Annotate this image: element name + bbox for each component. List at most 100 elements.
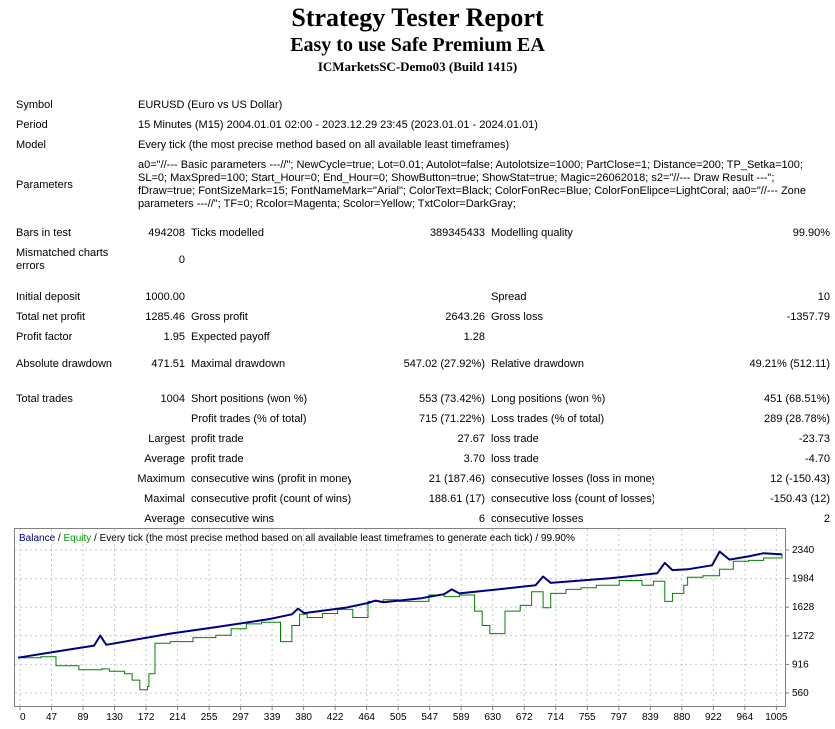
x-tick-label: 422 [327, 712, 344, 723]
maxloss-value: -150.43 (12) [770, 493, 831, 505]
grossloss-value: -1357.79 [786, 311, 831, 323]
average-profit-value: 3.70 [463, 453, 485, 465]
ticks-value: 389345433 [429, 227, 485, 239]
x-tick-label: 672 [516, 712, 533, 723]
avgcons-label: Average [144, 513, 185, 525]
quality-value: 99.90% [792, 227, 831, 239]
largest-loss-label: loss trade [491, 433, 539, 445]
largest-profit-label: profit trade [191, 433, 244, 445]
y-tick-label: 1272 [792, 631, 815, 642]
period-row: Period 15 Minutes (M15) 2004.01.01 02:00… [13, 115, 833, 135]
maxlosses-label: consecutive losses (loss in money) [491, 473, 654, 485]
absdd-label: Absolute drawdown [16, 357, 113, 370]
maximal-row: Maximal consecutive profit (count of win… [13, 489, 833, 509]
chart-legend: Balance / Equity / Every tick (the most … [19, 533, 575, 544]
maximum-label: Maximum [137, 473, 185, 485]
bars-row: Bars in test 494208 Ticks modelled 38934… [13, 223, 833, 243]
chart-frame [14, 528, 786, 707]
maxprofit-value: 188.61 (17) [428, 493, 485, 505]
short-value: 553 (73.42%) [418, 393, 485, 405]
grossprofit-value: 2643.26 [445, 311, 485, 323]
maxprofit-label: consecutive profit (count of wins) [191, 493, 351, 505]
x-tick-label: 297 [232, 712, 249, 723]
netprofit-value: 1285.46 [145, 311, 185, 323]
x-tick-label: 797 [610, 712, 627, 723]
average-loss-label: loss trade [491, 453, 539, 465]
x-tick-label: 547 [421, 712, 438, 723]
netprofit-label: Total net profit [16, 311, 86, 323]
pf-label: Profit factor [16, 331, 73, 343]
x-tick-label: 130 [106, 712, 123, 723]
chart-grid [15, 529, 785, 706]
netprofit-row: Total net profit 1285.46 Gross profit 26… [13, 307, 833, 327]
x-tick-label: 47 [46, 712, 58, 723]
y-tick-label: 1984 [792, 574, 815, 585]
reldd-label: Relative drawdown [491, 358, 584, 370]
trades-row: Total trades 1004 Short positions (won %… [13, 389, 833, 409]
legend-balance: Balance [19, 533, 56, 544]
legend-equity: Equity [63, 533, 91, 544]
report-table: Symbol EURUSD (Euro vs US Dollar) Period… [13, 95, 833, 529]
x-tick-label: 839 [642, 712, 659, 723]
parameters-label: Parameters [16, 179, 73, 191]
expert-name: Easy to use Safe Premium EA [290, 34, 545, 56]
equity-line [18, 554, 783, 691]
average-profit-label: profit trade [191, 453, 244, 465]
maxdd-value: 547.02 (27.92%) [403, 358, 485, 370]
maxdd-label: Maximal drawdown [191, 358, 286, 370]
y-tick-label: 560 [792, 688, 809, 699]
payoff-value: 1.28 [463, 331, 485, 343]
x-tick-label: 1005 [765, 712, 788, 723]
profittrades-row: Profit trades (% of total) 715 (71.22%) … [13, 409, 833, 429]
quality-label: Modelling quality [491, 227, 573, 239]
ptrades-value: 715 (71.22%) [418, 413, 485, 425]
deposit-row: Initial deposit 1000.00 Spread 10 [13, 287, 833, 307]
server-build: ICMarketsSC-Demo03 (Build 1415) [317, 59, 518, 74]
symbol-row: Symbol EURUSD (Euro vs US Dollar) [13, 95, 833, 115]
avgwins-label: consecutive wins [191, 513, 275, 525]
profitfactor-row: Profit factor 1.95 Expected payoff 1.28 [13, 327, 833, 347]
spread-label: Spread [491, 291, 527, 303]
absdd-value: 471.51 [151, 358, 185, 370]
model-value: Every tick (the most precise method base… [138, 139, 510, 151]
x-tick-label: 714 [547, 712, 564, 723]
trades-value: 1004 [160, 393, 185, 405]
largest-row: Largest profit trade 27.67 loss trade -2… [13, 429, 833, 449]
report-title: Strategy Tester Report [291, 3, 544, 32]
ltrades-label: Loss trades (% of total) [491, 413, 605, 425]
mismatch-row: Mismatched charts errors 0 [13, 243, 833, 277]
largest-profit-value: 27.67 [457, 433, 485, 445]
y-tick-label: 916 [792, 659, 809, 670]
y-tick-label: 1628 [792, 602, 815, 613]
drawdown-row: Absolute drawdown 471.51 Maximal drawdow… [13, 347, 833, 381]
largest-label: Largest [148, 433, 185, 445]
grossloss-label: Gross loss [491, 311, 543, 323]
ticks-label: Ticks modelled [191, 227, 264, 239]
x-tick-label: 589 [453, 712, 470, 723]
legend-sep: / [55, 533, 63, 544]
payoff-label: Expected payoff [191, 331, 270, 343]
legend-rest: / Every tick (the most precise method ba… [91, 533, 575, 544]
x-tick-label: 214 [169, 712, 186, 723]
x-tick-label: 380 [295, 712, 312, 723]
mismatch-value: 0 [178, 254, 185, 266]
maximal-label: Maximal [144, 493, 185, 505]
long-label: Long positions (won %) [491, 393, 606, 405]
long-value: 451 (68.51%) [763, 393, 831, 405]
balance-chart: Balance / Equity / Every tick (the most … [14, 528, 815, 723]
x-tick-label: 630 [484, 712, 501, 723]
x-tick-label: 0 [20, 712, 26, 723]
balance-line [17, 550, 783, 659]
trades-label: Total trades [16, 393, 73, 405]
period-value: 15 Minutes (M15) 2004.01.01 02:00 - 2023… [138, 119, 538, 131]
average-loss-value: -4.70 [804, 453, 831, 465]
model-label: Model [16, 139, 46, 151]
x-tick-label: 964 [737, 712, 754, 723]
x-axis-ticks: 0 47 89 130 172 214 255 297 339 380 422 464 505 547 58… [19, 706, 788, 723]
average-label: Average [144, 453, 185, 465]
maxwins-label: consecutive wins (profit in money) [191, 473, 351, 485]
symbol-value: EURUSD (Euro vs US Dollar) [138, 99, 283, 111]
pf-value: 1.95 [163, 331, 185, 343]
x-tick-label: 339 [264, 712, 281, 723]
x-tick-label: 755 [579, 712, 596, 723]
